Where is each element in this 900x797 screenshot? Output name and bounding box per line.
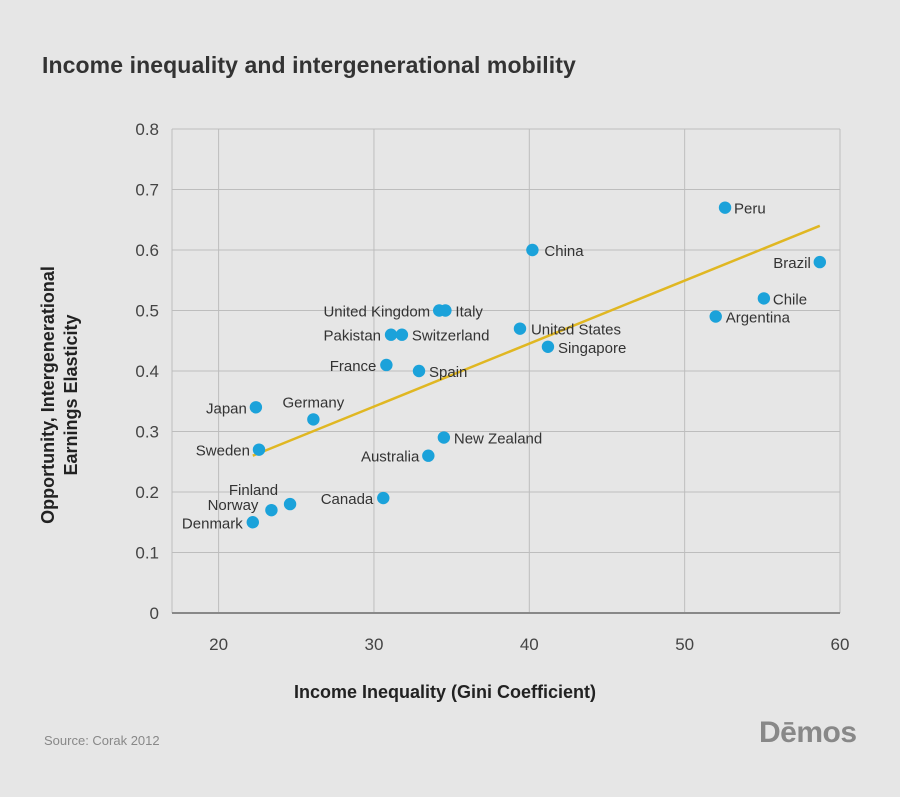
source-note: Source: Corak 2012 [44, 733, 160, 748]
point-china [526, 243, 539, 257]
point-australia [422, 449, 435, 462]
label-united-kingdom: United Kingdom [323, 304, 430, 321]
x-tick-label: 50 [675, 635, 694, 654]
label-brazil: Brazil [773, 255, 811, 272]
label-chile: Chile [773, 291, 807, 308]
label-united-states: United States [531, 322, 621, 339]
point-germany [307, 413, 320, 426]
point-canada [377, 491, 390, 505]
point-france [380, 358, 393, 372]
y-tick-label: 0.8 [135, 120, 159, 139]
label-argentina: Argentina [726, 310, 791, 327]
label-new-zealand: New Zealand [454, 431, 542, 448]
point-denmark [246, 516, 259, 529]
point-spain [412, 364, 426, 378]
x-tick-labels: 20 30 40 50 60 [209, 635, 849, 654]
y-axis-label-line-1: Opportunity, Intergenerational [38, 266, 58, 524]
label-germany: Germany [283, 394, 345, 411]
x-tick-label: 40 [520, 635, 539, 654]
y-tick-label: 0.2 [135, 483, 159, 502]
x-tick-label: 30 [364, 635, 383, 654]
label-canada: Canada [321, 491, 374, 508]
y-tick-label: 0.5 [135, 302, 159, 321]
y-axis-label: Opportunity, Intergenerational Earnings … [37, 266, 83, 524]
label-denmark: Denmark [182, 515, 243, 532]
point-united-states [513, 322, 527, 335]
label-singapore: Singapore [558, 340, 626, 357]
trendline-layer [252, 224, 821, 457]
point-switzerland [395, 328, 409, 341]
chart-title: Income inequality and intergenerational … [42, 52, 576, 78]
y-tick-label: 0 [150, 604, 159, 623]
label-sweden: Sweden [196, 443, 250, 460]
point-sweden [252, 443, 266, 456]
point-argentina [709, 310, 722, 323]
data-points [246, 201, 827, 529]
label-pakistan: Pakistan [323, 328, 381, 345]
x-axis-label: Income Inequality (Gini Coefficient) [293, 682, 597, 702]
x-tick-label: 20 [209, 635, 228, 654]
y-tick-label: 0.4 [135, 362, 159, 381]
point-pakistan [384, 328, 398, 341]
trendline [252, 224, 821, 457]
label-china: China [544, 243, 584, 260]
label-japan: Japan [206, 400, 247, 417]
point-brazil [813, 255, 827, 269]
x-tick-label: 60 [831, 635, 850, 654]
point-new-zealand [437, 431, 451, 444]
label-australia: Australia [361, 449, 420, 466]
point-peru [718, 201, 732, 214]
label-italy: Italy [455, 304, 483, 321]
label-norway: Norway [208, 497, 259, 514]
label-spain: Spain [429, 364, 467, 381]
label-peru: Peru [734, 201, 766, 218]
y-tick-label: 0.1 [135, 544, 159, 563]
point-finland [283, 497, 297, 511]
y-tick-label: 0.3 [135, 423, 159, 442]
y-tick-labels: 0 0.1 0.2 0.3 0.4 0.5 0.6 0.7 0.8 [135, 120, 159, 623]
label-france: France [330, 358, 377, 375]
point-italy [439, 304, 452, 317]
y-axis-label-line-2: Earnings Elasticity [61, 314, 81, 476]
y-tick-label: 0.7 [135, 181, 159, 200]
data-labels: Peru China Brazil Chile United Kingdom Italy A… [182, 201, 811, 533]
demos-logo: Dēmos [759, 716, 857, 749]
point-chile [757, 292, 771, 305]
point-norway [265, 503, 278, 517]
point-japan [249, 401, 263, 414]
label-switzerland: Switzerland [412, 328, 490, 345]
grid-lines [171, 128, 841, 614]
x-axis-label-wrap: Income Inequality (Gini Coefficient) [0, 682, 900, 703]
label-finland: Finland [229, 482, 278, 499]
y-tick-label: 0.6 [135, 241, 159, 260]
point-singapore [541, 340, 555, 353]
